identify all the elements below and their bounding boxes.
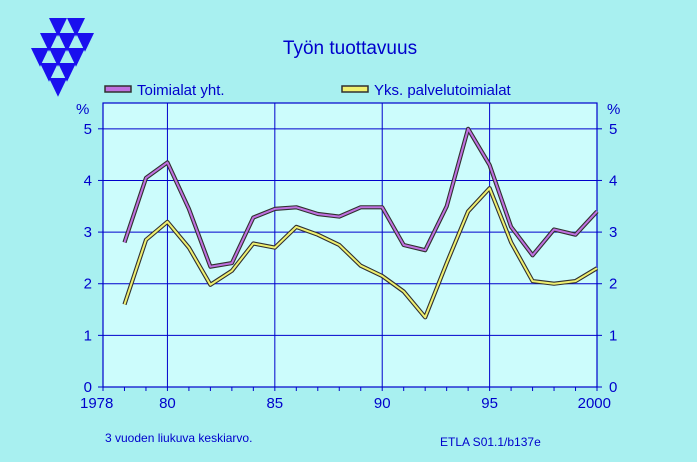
x-tick-labels: 1978 80 85 90 95 2000 — [80, 395, 611, 412]
x-tick-label: 1978 — [80, 395, 113, 412]
y-tick-label-right: 0 — [609, 379, 617, 396]
logo-triangle — [58, 33, 76, 52]
logo-triangle — [58, 63, 76, 82]
logo-triangle — [40, 33, 58, 52]
logo-triangle — [49, 78, 67, 97]
credit: ETLA S01.1/b137e — [440, 435, 541, 449]
y-tick-label-right: 3 — [609, 224, 617, 241]
logo-triangle — [40, 63, 58, 82]
y-tick-label-left: 3 — [84, 224, 92, 241]
chart-title: Työn tuottavuus — [283, 38, 417, 59]
y-tick-label-right: 1 — [609, 327, 617, 344]
y-tick-label-right: 5 — [609, 121, 617, 138]
y-tick-label-left: 2 — [84, 276, 92, 293]
y-tick-label-left: 1 — [84, 327, 92, 344]
x-tick-label: 80 — [159, 395, 176, 412]
x-tick-label: 2000 — [578, 395, 611, 412]
x-tick-label: 85 — [266, 395, 283, 412]
x-tick-label: 90 — [374, 395, 391, 412]
logo-triangle — [49, 48, 67, 67]
etla-triangles-logo-icon — [31, 18, 94, 97]
y-tick-label-right: 4 — [609, 172, 617, 189]
y-tick-label-left: 0 — [84, 379, 92, 396]
legend-swatch-palvelut — [341, 85, 369, 93]
logo-triangle — [76, 33, 94, 52]
y-tick-label-left: 5 — [84, 121, 92, 138]
logo-triangle — [67, 48, 85, 67]
legend-label-palvelut: Yks. palvelutoimialat — [374, 82, 512, 99]
legend: Toimialat yht. Yks. palvelutoimialat — [104, 82, 512, 99]
legend-swatch-toimialat — [104, 85, 132, 93]
series-line-2 — [123, 187, 598, 319]
y-axis-label-left: % — [76, 101, 89, 118]
y-tick-labels: 0 0 1 1 2 2 3 3 4 4 5 5 — [84, 121, 618, 396]
y-axis-label-right: % — [607, 101, 620, 118]
footnote: 3 vuoden liukuva keskiarvo. — [105, 431, 252, 445]
logo-triangle — [49, 18, 67, 37]
x-tick-label: 95 — [481, 395, 498, 412]
logo-triangle — [67, 18, 85, 37]
y-tick-label-right: 2 — [609, 276, 617, 293]
logo-triangle — [31, 48, 49, 67]
legend-label-toimialat: Toimialat yht. — [137, 82, 225, 99]
series-line-1 — [123, 127, 598, 268]
series-lines — [122, 126, 599, 320]
y-tick-label-left: 4 — [84, 172, 92, 189]
